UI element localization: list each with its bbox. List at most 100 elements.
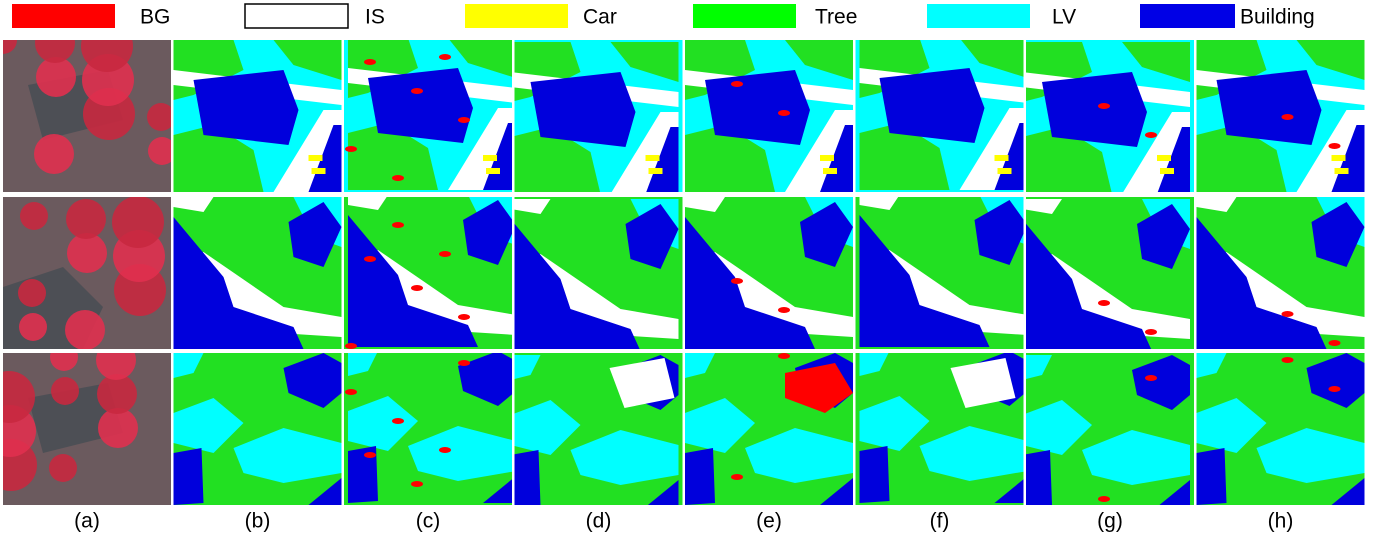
class-region <box>785 40 853 80</box>
class-region <box>233 428 342 483</box>
class-region <box>514 355 541 379</box>
class-region <box>458 360 470 366</box>
class-region <box>820 155 834 161</box>
class-region <box>648 168 663 174</box>
class-region <box>173 398 244 453</box>
class-region <box>439 54 451 60</box>
class-region <box>1256 428 1365 483</box>
class-region <box>1196 125 1287 192</box>
legend-swatch <box>927 4 1030 28</box>
class-region <box>1026 199 1062 214</box>
legend-label: Car <box>583 6 617 29</box>
class-region <box>1145 132 1157 138</box>
class-region <box>1196 353 1227 378</box>
class-region <box>609 358 675 408</box>
panel-grid <box>3 40 1365 505</box>
class-region <box>1331 125 1365 192</box>
class-region <box>1306 353 1365 408</box>
class-region <box>514 199 551 214</box>
class-region <box>1157 127 1190 192</box>
class-region <box>778 353 790 359</box>
class-region <box>288 202 342 267</box>
tree-crown <box>36 57 76 97</box>
class-region <box>859 446 890 503</box>
class-region <box>458 314 470 320</box>
class-region <box>610 42 679 82</box>
class-region <box>411 88 423 94</box>
class-region <box>173 125 264 192</box>
class-region <box>997 168 1012 174</box>
tree-crown <box>20 202 48 230</box>
class-region <box>823 168 837 174</box>
tree-crown <box>112 197 164 248</box>
tree-crown <box>67 233 107 273</box>
class-region <box>961 40 1024 77</box>
aerial-image <box>3 353 171 505</box>
class-region <box>645 155 660 161</box>
tree-crown <box>98 408 138 448</box>
class-region <box>1281 357 1294 363</box>
class-region <box>1196 398 1267 453</box>
class-region <box>1042 72 1147 147</box>
class-region <box>820 478 853 505</box>
class-region <box>411 481 423 487</box>
class-region <box>348 446 378 503</box>
class-region <box>458 353 512 406</box>
class-region <box>1331 155 1346 161</box>
class-region <box>685 398 755 453</box>
class-region <box>173 353 204 378</box>
class-region <box>514 127 601 192</box>
class-region <box>308 155 323 161</box>
class-region <box>1122 42 1190 82</box>
class-region <box>1281 114 1294 120</box>
aerial-image <box>3 197 171 349</box>
legend-swatch <box>244 3 349 29</box>
class-region <box>1281 311 1294 317</box>
legend-label: LV <box>1052 6 1076 29</box>
class-region <box>463 200 512 265</box>
class-region <box>348 197 387 210</box>
class-region <box>859 215 990 347</box>
segmentation-map <box>685 40 853 192</box>
class-region <box>1132 355 1190 410</box>
class-region <box>392 418 404 424</box>
column-label: (h) <box>1268 510 1294 533</box>
column-label: (g) <box>1097 510 1123 533</box>
class-region <box>994 155 1009 161</box>
column-label: (a) <box>74 510 100 533</box>
class-region <box>785 363 853 413</box>
class-region <box>392 222 404 228</box>
class-region <box>1311 202 1365 267</box>
class-region <box>950 358 1016 408</box>
class-region <box>408 426 512 481</box>
segmentation-map <box>344 197 512 349</box>
class-region <box>368 68 473 143</box>
class-region <box>514 400 581 455</box>
class-region <box>625 204 679 269</box>
segmentation-map <box>1196 40 1365 192</box>
segmentation-map <box>173 40 342 192</box>
segmentation-map <box>173 197 342 349</box>
class-region <box>731 81 743 87</box>
class-region <box>859 197 899 210</box>
segmentation-map <box>1026 353 1194 505</box>
column-label: (b) <box>245 510 271 533</box>
class-region <box>449 40 512 77</box>
class-region <box>364 59 376 65</box>
segmentation-map <box>514 197 683 349</box>
class-region <box>173 197 214 212</box>
tree-crown <box>81 40 133 72</box>
class-region <box>392 175 404 181</box>
legend-swatch <box>693 4 796 28</box>
class-region <box>530 72 636 147</box>
class-region <box>1026 127 1112 192</box>
segmentation-map <box>685 197 853 349</box>
class-region <box>859 396 930 451</box>
class-region <box>685 353 715 378</box>
class-region <box>411 285 423 291</box>
column-label: (d) <box>586 510 612 533</box>
class-region <box>1334 168 1349 174</box>
class-region <box>1331 478 1365 505</box>
column-label: (c) <box>416 510 441 533</box>
class-region <box>345 389 357 395</box>
